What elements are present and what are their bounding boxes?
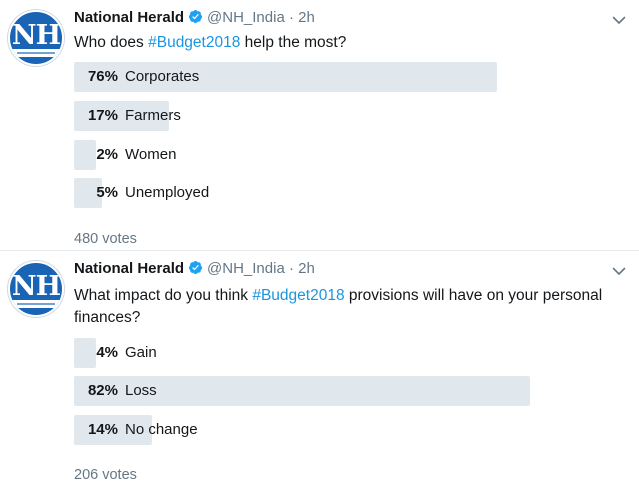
poll-option-bar	[74, 178, 102, 208]
question-text-after: provisions will have on your personal fi…	[74, 287, 603, 326]
poll-option-percent: 5%	[96, 184, 118, 201]
poll-option-label: Women	[125, 146, 177, 163]
author-name[interactable]: National Herald	[74, 260, 185, 277]
poll-option-bar	[74, 140, 96, 170]
poll-option-percent: 4%	[96, 344, 118, 361]
tweet-time[interactable]: 2h	[298, 260, 315, 277]
tweet-header: National Herald @NH_India · 2h	[74, 259, 315, 281]
poll-option-percent: 82%	[87, 382, 118, 399]
author-handle[interactable]: @NH_India	[207, 260, 285, 277]
poll-option[interactable]: 76% Corporates	[74, 62, 497, 92]
chevron-down-icon[interactable]	[611, 12, 627, 28]
poll-option-label: Loss	[125, 382, 157, 399]
poll-option[interactable]: 5% Unemployed	[74, 178, 209, 208]
tweet-poll-1: NH National Herald @NH_India · 2h Who doe…	[8, 8, 627, 247]
poll-option-label: Farmers	[125, 107, 181, 124]
poll-option-label: Gain	[125, 344, 157, 361]
poll-option[interactable]: 14% No change	[74, 415, 198, 445]
poll-option-bar	[74, 376, 530, 406]
avatar-logo-band	[10, 49, 62, 57]
poll-option-bar	[74, 415, 152, 445]
separator-dot: ·	[284, 260, 299, 277]
poll-option-percent: 76%	[87, 68, 118, 85]
avatar[interactable]: NH	[8, 261, 64, 317]
avatar-logo-text: NH	[11, 271, 61, 302]
avatar-logo-band	[10, 300, 62, 308]
poll-option[interactable]: 2% Women	[74, 140, 176, 170]
verified-badge-icon	[188, 9, 203, 24]
poll-option-label: Unemployed	[125, 184, 210, 201]
poll-question: What impact do you think #Budget2018 pro…	[74, 285, 624, 329]
poll-option-percent: 14%	[87, 421, 118, 438]
question-text-before: What impact do you think	[74, 287, 253, 304]
hashtag-link[interactable]: #Budget2018	[252, 287, 345, 304]
author-handle[interactable]: @NH_India	[207, 9, 285, 26]
poll-option[interactable]: 82% Loss	[74, 376, 530, 406]
poll-option-bar	[74, 101, 169, 131]
question-text-before: Who does	[74, 34, 149, 51]
poll-option-percent: 2%	[96, 146, 118, 163]
separator-dot: ·	[284, 9, 299, 26]
poll-option-label: Corporates	[125, 68, 200, 85]
poll-option-percent: 17%	[87, 107, 118, 124]
tweet-header: National Herald @NH_India · 2h	[74, 8, 315, 30]
avatar[interactable]: NH	[8, 10, 64, 66]
chevron-down-icon[interactable]	[611, 263, 627, 279]
poll-vote-count: 480 votes	[74, 231, 137, 247]
poll-vote-count: 206 votes	[74, 467, 137, 483]
poll-option-bar	[74, 62, 497, 92]
author-name[interactable]: National Herald	[74, 9, 185, 26]
hashtag-link[interactable]: #Budget2018	[148, 34, 241, 51]
tweet-poll-2: NH National Herald @NH_India · 2h What im…	[0, 250, 639, 489]
poll-option[interactable]: 17% Farmers	[74, 101, 181, 131]
verified-badge-icon	[188, 260, 203, 275]
poll-option[interactable]: 4% Gain	[74, 338, 157, 368]
poll-option-bar	[74, 338, 96, 368]
tweet-time[interactable]: 2h	[298, 9, 315, 26]
question-text-after: help the most?	[240, 34, 347, 51]
avatar-logo-text: NH	[11, 20, 61, 51]
poll-option-label: No change	[125, 421, 198, 438]
poll-question: Who does #Budget2018 help the most?	[74, 32, 624, 54]
